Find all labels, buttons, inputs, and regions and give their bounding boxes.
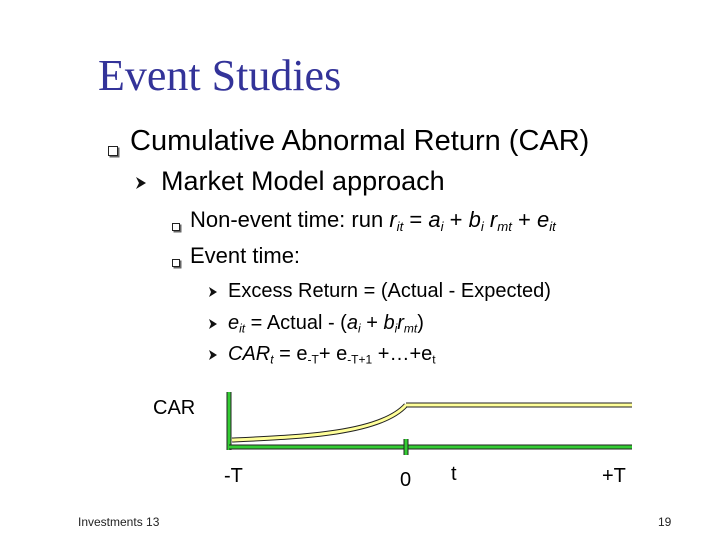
square-bullet-icon [172,223,180,231]
sub-bullet-error-text: eit = Actual - (ai + birmt) [228,312,424,336]
sub-bullet-car-formula-text: CARt = e-T+ e-T+1 +…+et [228,343,436,367]
bullet-non-event-text: Non-event time: run rit = ai + bi rmt + … [190,207,556,234]
arrow-bullet-icon [136,177,146,189]
footer-text: Investments 13 [78,515,160,529]
page-number: 19 [658,515,672,529]
tick-plus-t: +T [602,465,626,487]
slide-title: Event Studies [98,51,342,100]
bullet-event-time-text: Event time: [190,243,301,268]
tick-zero: 0 [400,469,412,491]
diagram-y-label: CAR [153,397,196,419]
square-bullet-icon [172,259,180,267]
arrow-bullet-icon [209,350,217,360]
bullet-market-model-text: Market Model approach [161,166,445,196]
bullet-car-text: Cumulative Abnormal Return (CAR) [130,125,590,157]
tick-minus-t: -T [224,465,243,487]
arrow-bullet-icon [209,287,217,297]
tick-t: t [451,463,457,485]
square-bullet-icon [108,146,118,156]
arrow-bullet-icon [209,319,217,329]
sub-bullet-excess-return-text: Excess Return = (Actual - Expected) [228,280,551,302]
